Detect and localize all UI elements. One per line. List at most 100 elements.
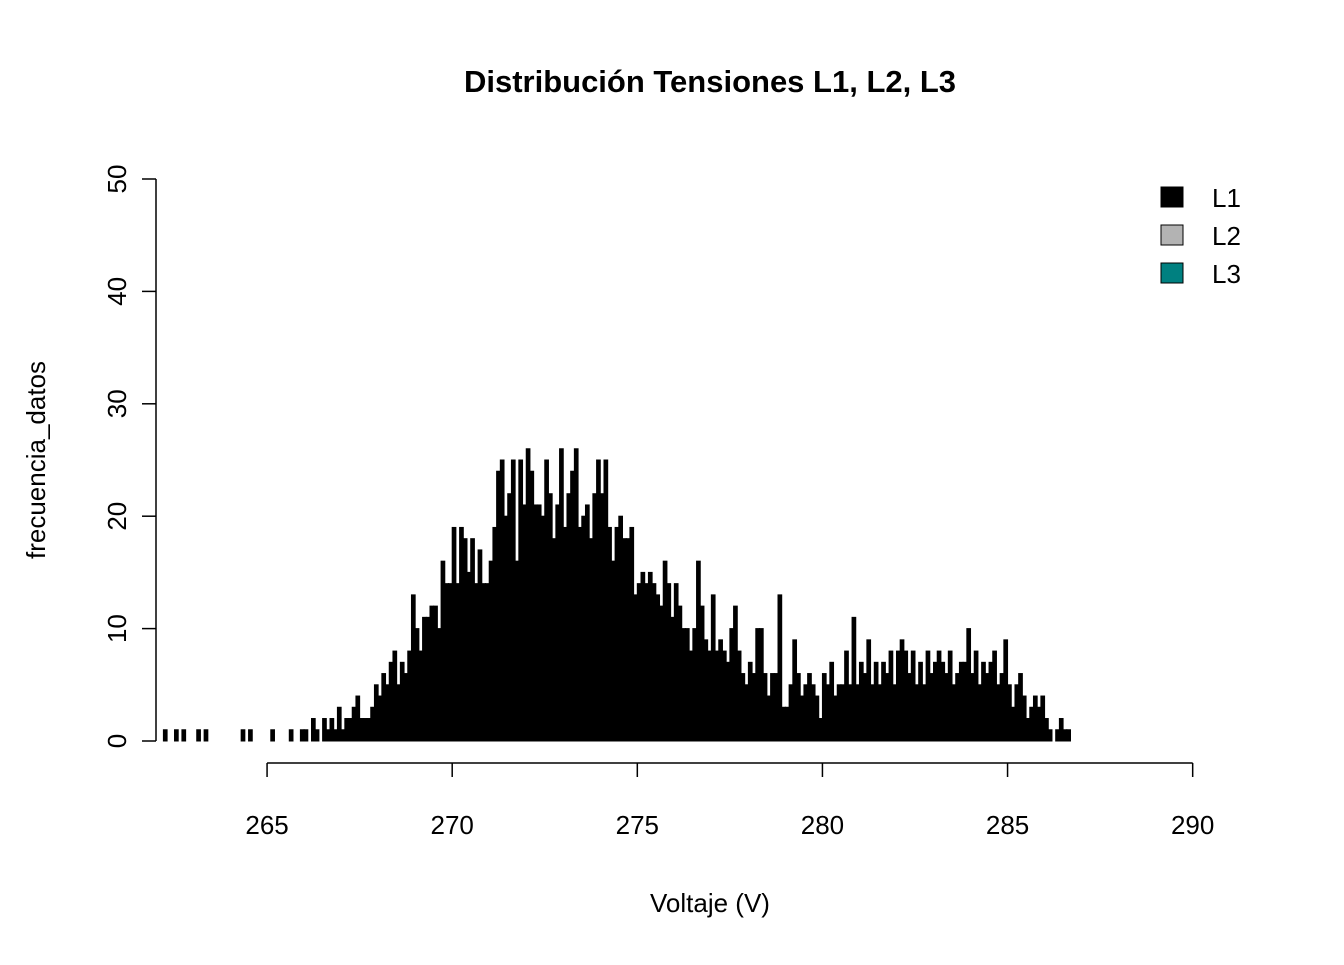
bar [544,459,549,742]
bar [1062,729,1068,742]
bar [673,583,679,742]
bar [821,673,827,742]
bar [829,661,835,742]
bar [740,673,746,742]
bar [373,684,379,742]
bar [718,639,723,742]
bar [707,650,712,742]
bar [1055,729,1060,742]
bar [403,673,409,742]
y-tick-label: 30 [102,389,132,418]
bar [529,470,535,742]
bar [792,639,798,742]
bar [625,538,631,742]
bar [662,560,668,742]
bar [559,448,564,742]
bar [918,661,923,742]
bar [1029,706,1034,742]
bar [525,448,531,742]
bar [392,650,398,742]
bar [573,448,579,742]
x-axis-label: Voltaje (V) [650,888,770,918]
bar [944,673,949,742]
bar [592,493,598,742]
bar [729,628,735,742]
bar [248,729,253,742]
legend-swatch [1160,224,1184,246]
bar [473,583,479,742]
bar [751,673,757,742]
bar [984,673,990,742]
bar [877,684,883,742]
bar [784,706,790,742]
bar [518,459,524,742]
bar [921,684,927,742]
bar [1025,718,1031,742]
bar [777,594,783,742]
bar [399,661,405,742]
bar [999,673,1005,742]
bar [507,493,512,742]
bar [977,684,983,742]
bar [240,729,246,742]
bar [770,673,775,742]
bar [955,673,960,742]
bar [799,695,805,742]
bar [881,661,886,742]
bar [348,718,353,742]
bar [973,650,979,742]
bar [666,583,672,742]
bar [810,684,816,742]
bar [607,526,612,742]
bar [958,661,964,742]
bar [1032,695,1038,742]
bar [884,673,890,742]
bar [329,718,335,742]
y-tick-label: 0 [102,734,132,748]
bar [566,493,572,742]
bar [659,605,664,742]
bar [688,650,694,742]
bar [499,459,505,742]
bar [436,628,442,742]
bar [744,684,749,742]
bar [314,729,320,742]
bar [584,504,590,742]
bar [414,628,420,742]
bar [899,639,905,742]
bar [818,718,823,742]
bar [721,650,727,742]
bar [992,650,997,742]
bar [714,650,720,742]
bar [925,650,931,742]
bar [651,583,657,742]
bar [758,628,764,742]
y-tick-label: 20 [102,502,132,531]
legend-label: L1 [1212,183,1241,213]
bar [433,605,438,742]
bar [370,706,375,742]
bar [614,526,620,742]
bar [677,605,683,742]
bar [581,515,586,742]
bar [385,684,390,742]
bar [447,583,453,742]
bar [551,538,557,742]
bar [855,684,860,742]
bar [174,729,179,742]
bar [847,684,853,742]
bar [351,706,357,742]
bar [1040,695,1046,742]
bar [270,729,275,742]
bar [536,504,542,742]
bar [825,684,831,742]
bar [603,459,609,742]
y-tick-label: 10 [102,614,132,643]
bar [644,583,649,742]
bar [355,695,361,742]
bar [555,504,561,742]
bar [599,493,605,742]
bar [873,661,879,742]
bar [577,526,583,742]
